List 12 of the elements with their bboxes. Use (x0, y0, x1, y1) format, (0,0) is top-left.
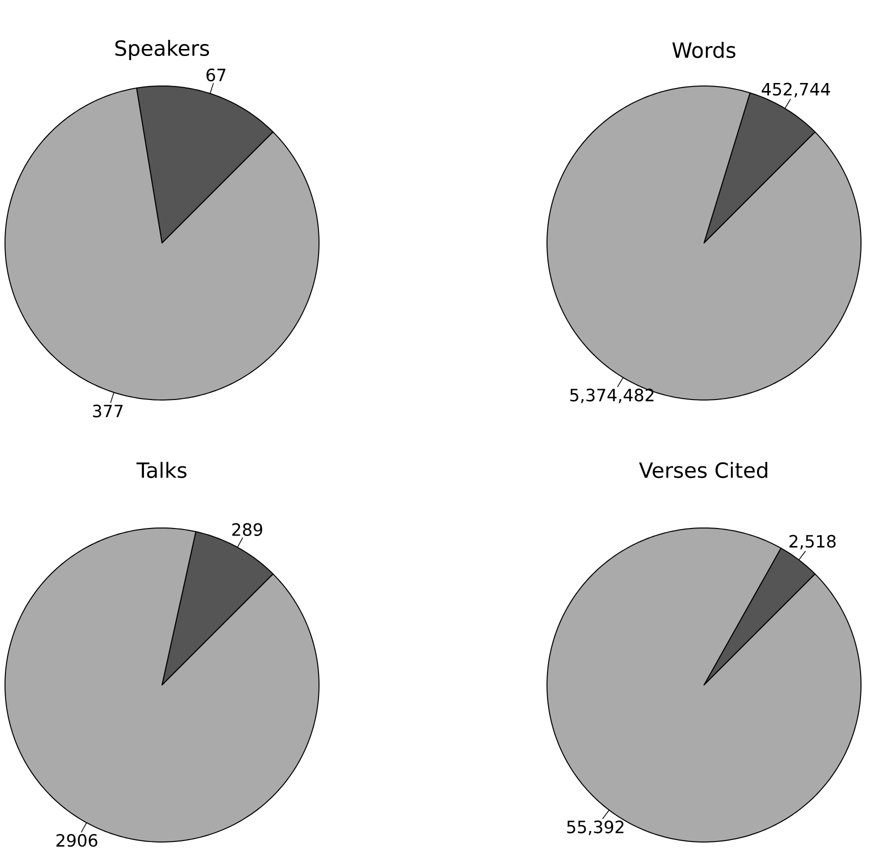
chart-title: Verses Cited (639, 462, 768, 478)
chart-title: Words (672, 42, 736, 58)
data-label: 289 (232, 523, 262, 536)
data-label: 5,374,482 (570, 388, 654, 404)
data-label: 452,744 (762, 82, 830, 98)
data-label: 377 (93, 404, 123, 418)
data-label: 2906 (56, 834, 98, 847)
data-label: 55,392 (567, 820, 624, 836)
data-label: 2,518 (790, 534, 836, 550)
chart-title: Speakers (115, 40, 209, 60)
data-label: 67 (206, 68, 226, 82)
chart-title: Talks (136, 462, 186, 478)
